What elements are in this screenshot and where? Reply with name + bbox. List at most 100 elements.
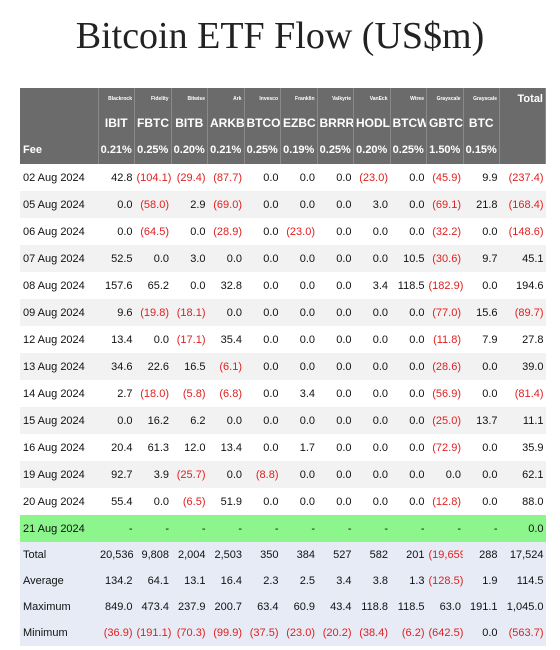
date-cell: 13 Aug 2024 [20, 353, 98, 380]
ticker-cell: BTCW [390, 110, 427, 136]
flow-cell: 9.7 [463, 245, 500, 272]
date-cell: 12 Aug 2024 [23, 333, 85, 346]
flow-cell: 0.0 [317, 245, 354, 272]
flow-cell: - [244, 515, 281, 542]
flow-cell: 0.0 [482, 495, 498, 508]
flow-cell: - [98, 515, 135, 542]
flow-cell: 0.0 [336, 387, 352, 400]
issuer-cell: Grayscale [426, 88, 464, 110]
summary-cell: 2.5 [280, 568, 317, 594]
fee-cell: 1.50% [426, 136, 464, 164]
date-cell: 20 Aug 2024 [23, 495, 85, 508]
summary-cell: 17,524 [499, 542, 546, 568]
blank-cell [499, 110, 546, 136]
flow-cell: 194.6 [515, 279, 544, 292]
flow-cell: - [426, 515, 463, 542]
corner-cell [20, 88, 99, 110]
flow-cell: 0.0 [263, 279, 279, 292]
flow-cell: 1.7 [299, 441, 315, 454]
flow-cell: 0.0 [390, 191, 427, 218]
flow-cell: (148.6) [508, 225, 544, 238]
flow-cell: 0.0 [353, 299, 390, 326]
flow-cell: 0.0 [299, 171, 315, 184]
summary-label: Maximum [20, 594, 98, 620]
day-row: 15 Aug 2024 0.0 16.2 6.2 0.0 0.0 0.0 0.0 0.0 0.0(… [20, 407, 546, 434]
flow-cell: 7.9 [482, 333, 498, 346]
flow-cell: 0.0 [390, 461, 427, 488]
summary-cell: 384 [280, 542, 317, 568]
summary-cell: (37.5) [244, 620, 281, 646]
flow-cell: (69.0) [207, 191, 244, 218]
summary-cell: (642.5) [426, 620, 463, 646]
flow-cell: 0.0 [372, 495, 388, 508]
day-row: 12 Aug 2024 13.4 0.0 (17.1) 35.4 0.0 0.0 0.0 0.0… [20, 326, 546, 353]
summary-row: Minimum (36.9) (191.1) (70.3) (99.9) (37.5) (2… [20, 620, 546, 646]
summary-cell: 2,004 [171, 542, 208, 568]
flow-cell: 0.0 [426, 461, 463, 488]
flow-cell: 0.0 [98, 407, 135, 434]
flow-cell: 61.3 [147, 441, 169, 454]
flow-cell: 0.0 [244, 299, 281, 326]
summary-cell: 237.9 [171, 594, 208, 620]
flow-cell: 0.0 [390, 299, 427, 326]
ticker-row: IBIT FBTC BITB ARKB BTCO EZBC BRRR HODL BTCW GBTC… [20, 110, 546, 136]
flow-cell: 0.0 [336, 171, 352, 184]
flow-cell: 9.6 [98, 299, 135, 326]
flow-cell: (17.1) [176, 333, 206, 346]
fee-cell: 0.15% [463, 136, 500, 164]
summary-cell: 3.8 [353, 568, 390, 594]
flow-cell: - [463, 515, 500, 542]
flow-cell: 3.0 [353, 191, 390, 218]
ticker-cell: FBTC [134, 110, 172, 136]
flow-cell: 3.4 [372, 279, 388, 292]
issuer-cell: Bitwise [171, 88, 208, 110]
flow-cell: 0.0 [299, 279, 315, 292]
flow-cell: 0.0 [153, 333, 169, 346]
flow-cell: 0.0 [280, 353, 317, 380]
summary-cell: 0.0 [463, 620, 500, 646]
flow-cell: 0.0 [409, 441, 425, 454]
fee-cell: 0.21% [207, 136, 245, 164]
flow-cell: 0.0 [117, 225, 133, 238]
flow-cell: 0.0 [482, 225, 498, 238]
issuer-row: Blackrock Fidelity Bitwise Ark Invesco Frankl… [20, 88, 546, 110]
flow-cell: 12.0 [184, 441, 206, 454]
flow-cell: (12.8) [432, 495, 461, 508]
flow-cell: (6.8) [219, 387, 242, 400]
summary-cell: (6.2) [390, 620, 427, 646]
title: Bitcoin ETF Flow (US$m) [75, 15, 485, 57]
flow-cell: 0.0 [372, 225, 388, 238]
flow-cell: 0.0 [207, 407, 244, 434]
summary-cell: 2,503 [207, 542, 244, 568]
flow-cell: 27.8 [522, 333, 544, 346]
flow-cell: (18.1) [171, 299, 208, 326]
summary-cell: 849.0 [98, 594, 135, 620]
flow-cell: (28.6) [426, 353, 463, 380]
date-cell: 16 Aug 2024 [23, 441, 85, 454]
flow-cell: 0.0 [280, 299, 317, 326]
day-row: 19 Aug 2024 92.7 3.9 (25.7) 0.0 (8.8) 0.0 0.0 0.… [20, 461, 546, 488]
flow-cell: 0.0 [336, 333, 352, 346]
ticker-cell: GBTC [426, 110, 464, 136]
flow-cell: 3.4 [299, 387, 315, 400]
flow-cell: 0.0 [336, 279, 352, 292]
summary-cell: 527 [317, 542, 354, 568]
summary-cell: 191.1 [463, 594, 500, 620]
flow-cell: (182.9) [428, 279, 464, 292]
flow-cell: 22.6 [134, 353, 171, 380]
day-row: 09 Aug 2024 9.6 (19.8) (18.1) 0.0 0.0 0.0 0.0 0.… [20, 299, 546, 326]
summary-rows: Total 20,536 9,808 2,004 2,503 350 384 527 582 20… [20, 542, 546, 646]
flow-cell: 13.4 [220, 441, 242, 454]
flow-cell: (11.8) [433, 333, 461, 346]
date-cell: 08 Aug 2024 [23, 279, 85, 292]
ticker-cell: BRRR [317, 110, 354, 136]
flow-cell: (25.7) [171, 461, 208, 488]
flow-cell: 0.0 [98, 191, 135, 218]
summary-cell: 134.2 [98, 568, 135, 594]
ticker-cell: BTC [463, 110, 500, 136]
flow-cell: (8.8) [244, 461, 281, 488]
flow-cell: 51.9 [220, 495, 242, 508]
flow-cell: 0.0 [244, 353, 281, 380]
summary-cell: 20,536 [98, 542, 135, 568]
fee-cell: 0.20% [171, 136, 208, 164]
